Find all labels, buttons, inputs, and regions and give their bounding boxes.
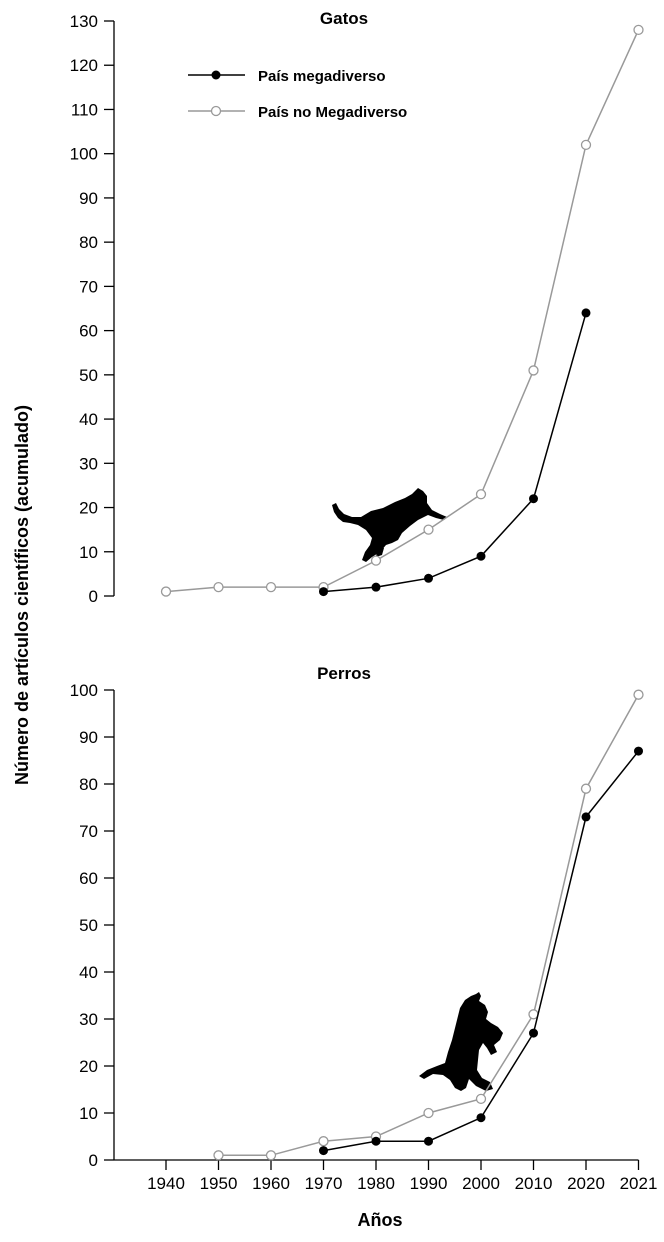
data-point	[580, 783, 592, 794]
y-tick-label: 50	[79, 366, 98, 385]
y-tick-label: 30	[79, 1010, 98, 1029]
legend-marker-megadiverso	[211, 70, 221, 80]
data-point	[319, 1146, 328, 1156]
data-point	[213, 1150, 224, 1161]
y-tick-label: 120	[70, 56, 98, 75]
data-point	[371, 582, 381, 592]
y-tick-label: 90	[79, 189, 98, 208]
y-tick-label: 80	[79, 233, 98, 252]
y-tick-label: 0	[89, 587, 98, 606]
y-tick-label: 90	[79, 728, 98, 747]
data-point	[424, 1136, 433, 1146]
y-tick-label: 70	[79, 277, 98, 296]
data-point	[476, 1113, 486, 1123]
data-point	[475, 1093, 487, 1105]
x-tick-label: 1980	[357, 1174, 395, 1193]
data-point	[581, 308, 591, 318]
data-point	[371, 1136, 381, 1146]
x-tick-label: 1950	[200, 1174, 238, 1193]
data-point	[265, 582, 277, 593]
x-tick-label: 1990	[410, 1174, 448, 1193]
y-tick-label: 20	[79, 499, 98, 518]
series-line	[165, 29, 640, 593]
y-tick-label: 10	[79, 1104, 98, 1123]
data-point	[265, 1150, 277, 1161]
y-tick-label: 100	[70, 145, 98, 164]
data-point	[580, 139, 592, 150]
x-tick-label: 1940	[147, 1174, 185, 1193]
data-point	[319, 587, 328, 597]
x-tick-label: 2021	[620, 1174, 658, 1193]
x-tick-label: 2000	[462, 1174, 500, 1193]
series-line	[218, 694, 640, 1157]
data-point	[213, 582, 224, 593]
x-tick-label: 1960	[252, 1174, 290, 1193]
data-point	[160, 586, 172, 597]
y-tick-label: 40	[79, 963, 98, 982]
y-tick-label: 30	[79, 454, 98, 473]
y-tick-label: 80	[79, 775, 98, 794]
data-point	[476, 551, 486, 561]
data-point	[529, 494, 538, 504]
legend-label-megadiverso: País megadiverso	[258, 68, 386, 85]
data-point	[529, 1028, 538, 1038]
series-line	[323, 312, 587, 593]
y-axis-title: Número de artículos científicos (acumula…	[12, 405, 32, 785]
legend-marker-no-megadiverso	[210, 105, 222, 117]
dog-silhouette-icon	[419, 992, 503, 1091]
y-tick-label: 100	[70, 681, 98, 700]
legend: País megadiverso País no Megadiverso	[188, 68, 407, 121]
plot-perros: 0 10 20 30 40 50 60 70 80 90 100 1940 1950 1960 1970 19…	[70, 681, 658, 1193]
y-tick-label: 110	[71, 100, 98, 119]
data-point	[633, 24, 644, 35]
data-point	[475, 489, 487, 500]
data-point	[424, 573, 433, 583]
x-tick-label: 2010	[515, 1174, 553, 1193]
y-tick-label: 130	[70, 12, 98, 31]
y-tick-label: 10	[79, 543, 98, 562]
plot-gatos: 0 10 20 30 40 50 60 70 80 90 100 110 120 130	[70, 12, 644, 606]
x-axis-title: Años	[358, 1210, 403, 1230]
data-point	[528, 365, 539, 376]
y-tick-label: 60	[79, 869, 98, 888]
y-tick-label: 60	[79, 322, 98, 341]
series-line	[323, 750, 640, 1152]
data-point	[581, 812, 591, 822]
legend-label-no-megadiverso: País no Megadiverso	[258, 104, 407, 121]
y-tick-label: 0	[89, 1151, 98, 1170]
x-tick-label: 1970	[305, 1174, 343, 1193]
data-point	[318, 1136, 329, 1147]
cat-silhouette-icon	[332, 488, 447, 562]
data-point	[423, 1107, 434, 1119]
data-point	[370, 555, 382, 566]
data-point	[423, 524, 434, 535]
y-tick-label: 20	[79, 1057, 98, 1076]
panel-title-perros: Perros	[317, 664, 371, 683]
y-tick-label: 40	[79, 410, 98, 429]
data-point	[634, 746, 643, 756]
y-tick-label: 50	[79, 916, 98, 935]
panel-title-gatos: Gatos	[320, 9, 368, 28]
data-point	[633, 689, 644, 700]
y-tick-label: 70	[79, 822, 98, 841]
x-tick-label: 2020	[567, 1174, 605, 1193]
